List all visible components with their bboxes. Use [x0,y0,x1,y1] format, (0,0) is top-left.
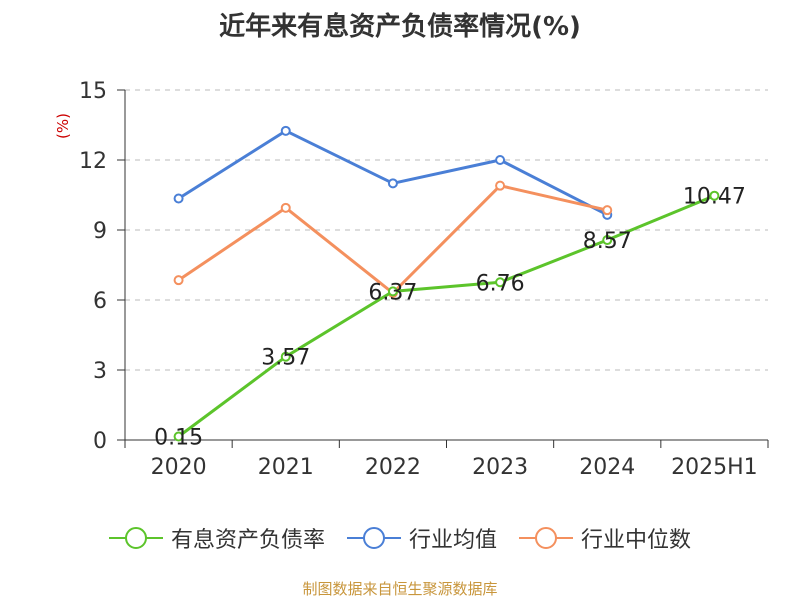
legend-label: 行业均值 [408,528,497,553]
data-label: 8.57 [583,229,632,254]
x-tick-label: 2022 [365,455,421,480]
legend-label: 行业中位数 [581,528,692,553]
x-tick-label: 2023 [472,455,528,480]
y-axis-label: (%) [54,113,72,139]
y-tick-label: 3 [93,359,107,384]
data-point [173,431,184,442]
data-label: 3.57 [261,346,310,371]
data-source-note: 制图数据来自恒生聚源数据库 [302,580,498,598]
data-point [495,180,506,191]
data-point [387,178,398,189]
data-point [280,202,291,213]
y-tick-label: 6 [93,289,107,314]
legend-marker [535,527,557,549]
legend-marker [362,527,385,549]
y-tick-label: 15 [79,79,107,104]
x-tick-label: 2025H1 [671,455,758,480]
data-label: 10.47 [683,185,746,210]
series-line-3 [177,184,608,295]
data-point [387,286,398,297]
legend-swatch [519,527,573,549]
data-point [602,235,613,246]
data-point [709,190,720,201]
y-tick-label: 12 [79,149,107,174]
legend-swatch [108,527,163,549]
data-label: 6.37 [368,280,417,305]
x-tick-label: 2020 [151,455,207,480]
legend-swatch [346,527,401,549]
x-tick-label: 2024 [579,455,635,480]
data-point [495,155,506,165]
data-point [602,205,613,216]
data-label: 6.76 [476,271,525,296]
data-point [280,125,291,136]
data-point [495,277,506,288]
series-line-2 [177,129,608,217]
y-tick-label: 0 [93,429,107,454]
legend-item-3[interactable]: 行业中位数 [519,522,691,554]
data-label: 0.15 [154,426,203,451]
x-tick-label: 2021 [258,455,314,480]
chart-title: 近年来有息资产负债率情况(%) [219,12,581,42]
data-point [173,193,184,204]
y-tick-label: 9 [93,219,107,244]
data-point [280,351,291,362]
legend-item-1[interactable]: 有息资产负债率 [108,522,325,554]
data-point [173,275,184,286]
series-line-1 [177,194,715,438]
legend-marker [124,527,147,549]
legend-item-2[interactable]: 行业均值 [346,522,497,554]
chart-legend: 有息资产负债率 行业均值 行业中位数 [0,518,800,558]
legend-label: 有息资产负债率 [170,528,325,553]
